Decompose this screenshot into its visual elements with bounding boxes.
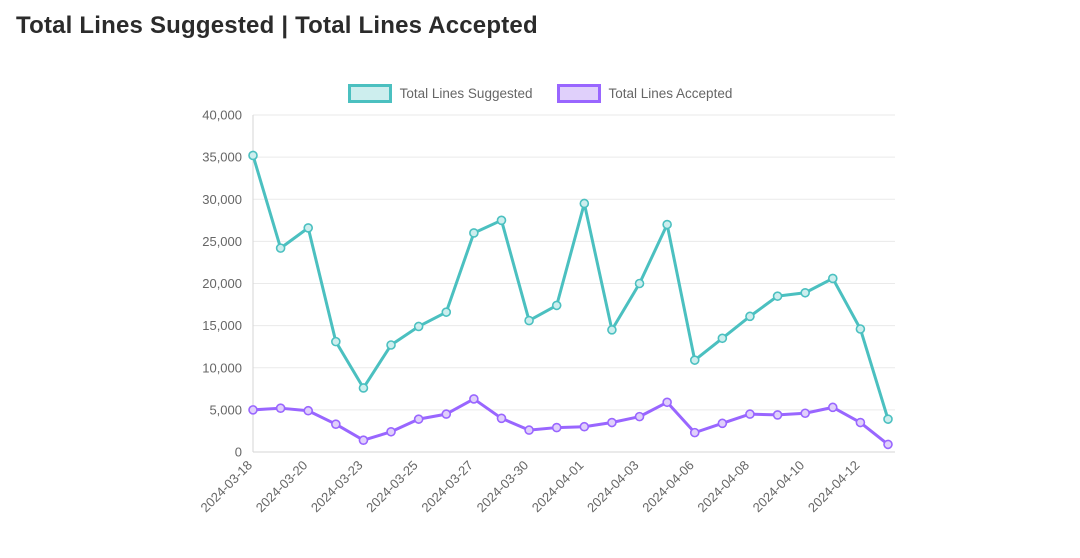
x-tick-label: 2024-04-12 [805, 458, 863, 516]
x-tick-label: 2024-04-08 [694, 458, 752, 516]
data-point [662, 397, 672, 408]
data-point [496, 413, 507, 424]
series-line-1 [251, 397, 890, 446]
y-tick-label: 40,000 [202, 108, 242, 123]
data-point [745, 311, 755, 322]
data-point [745, 409, 755, 419]
x-tick-label: 2024-03-20 [253, 458, 311, 516]
data-point [524, 315, 534, 326]
data-point [496, 215, 507, 226]
data-point [634, 411, 645, 422]
x-tick-label: 2024-04-01 [529, 458, 587, 516]
data-point [883, 414, 893, 424]
y-tick-label: 30,000 [202, 192, 242, 207]
data-point [579, 198, 590, 209]
data-point [275, 403, 286, 413]
data-point [689, 355, 700, 365]
data-point [827, 273, 838, 284]
data-point [551, 300, 562, 311]
x-tick-label: 2024-04-03 [584, 458, 642, 516]
data-point [469, 228, 479, 238]
x-tick-label: 2024-03-30 [474, 458, 532, 516]
data-point [331, 419, 341, 429]
data-point [413, 321, 424, 332]
data-point [717, 333, 728, 344]
legend-label: Total Lines Accepted [608, 86, 733, 101]
y-tick-label: 10,000 [202, 360, 242, 375]
x-tick-label: 2024-03-25 [363, 458, 421, 516]
x-tick-label: 2024-03-23 [308, 458, 366, 516]
data-point [607, 325, 617, 335]
data-point [717, 418, 728, 429]
y-tick-label: 25,000 [202, 234, 242, 249]
legend-swatch [556, 84, 601, 103]
data-point [469, 394, 479, 404]
data-point [800, 287, 810, 298]
legend-swatch [347, 84, 392, 103]
y-tick-label: 35,000 [202, 150, 242, 165]
series-line-0 [251, 153, 890, 421]
chart-title: Total Lines Suggested | Total Lines Acce… [16, 12, 538, 39]
data-point [386, 426, 396, 437]
data-point [607, 417, 617, 428]
data-point [551, 422, 562, 433]
data-point [772, 291, 783, 301]
data-point [800, 408, 810, 419]
data-point [634, 278, 645, 289]
y-tick-label: 0 [235, 445, 242, 460]
chart-legend: Total Lines Suggested Total Lines Accept… [0, 84, 1080, 103]
x-tick-label: 2024-03-27 [418, 458, 476, 516]
legend-item-suggested[interactable]: Total Lines Suggested [347, 84, 533, 103]
data-point [441, 307, 452, 317]
data-point [662, 219, 672, 230]
data-point [358, 383, 369, 393]
data-point [827, 402, 838, 413]
legend-label: Total Lines Suggested [399, 86, 533, 101]
x-tick-label: 2024-03-18 [197, 458, 255, 516]
data-point [524, 425, 534, 435]
data-point [358, 435, 369, 446]
data-point [386, 340, 396, 350]
legend-item-accepted[interactable]: Total Lines Accepted [556, 84, 733, 103]
x-tick-label: 2024-04-10 [750, 458, 808, 516]
data-point [689, 427, 700, 438]
data-point [772, 410, 783, 420]
data-point [303, 223, 314, 233]
x-tick-label: 2024-04-06 [639, 458, 697, 516]
data-point [855, 417, 866, 428]
y-tick-label: 15,000 [202, 318, 242, 333]
data-point [855, 324, 866, 334]
data-point [275, 243, 286, 253]
y-tick-label: 20,000 [202, 276, 242, 291]
data-point [248, 405, 258, 415]
data-point [248, 150, 258, 161]
y-tick-label: 5,000 [209, 402, 242, 417]
data-point [579, 421, 590, 432]
data-point [331, 336, 341, 347]
data-point [883, 439, 893, 450]
chart-canvas: 0 5,000 10,000 15,000 20,000 25,000 30,000 35,0… [197, 108, 895, 516]
data-point [303, 405, 314, 416]
data-point [441, 409, 452, 419]
data-point [413, 414, 424, 424]
